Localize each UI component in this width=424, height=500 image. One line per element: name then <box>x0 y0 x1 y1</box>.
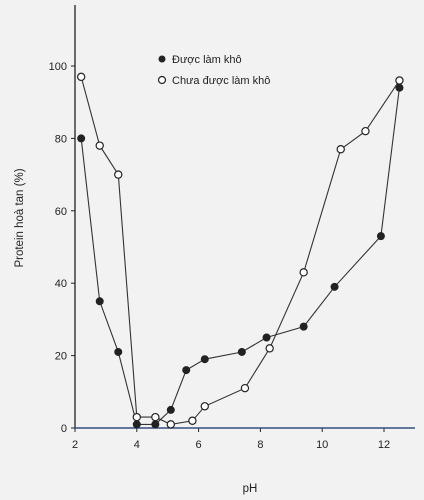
data-point-not-dried <box>132 412 141 422</box>
data-point-not-dried <box>166 420 175 429</box>
x-tick-label: 4 <box>134 439 140 451</box>
ticks: 2 4 6 8 10 12 0 20 40 60 80 100 <box>49 61 390 451</box>
data-point-not-dried <box>265 344 274 353</box>
data-point-dried <box>95 297 104 306</box>
data-point-not-dried <box>188 416 197 425</box>
data-point-not-dried <box>336 145 345 154</box>
axes <box>74 5 415 429</box>
data-point-not-dried <box>240 383 250 393</box>
data-point-dried <box>237 347 246 356</box>
data-point-dried <box>132 420 141 429</box>
data-point-dried <box>200 355 209 364</box>
data-point-not-dried <box>395 76 404 85</box>
data-point-dried <box>262 333 271 342</box>
legend-item-not-dried: Chưa được làm khô <box>157 75 270 87</box>
data-point-dried <box>299 322 308 331</box>
data-point-not-dried <box>95 141 104 150</box>
legend-marker-open <box>157 75 167 85</box>
data-point-not-dried <box>299 268 308 277</box>
y-tick-label: 20 <box>55 351 67 363</box>
data-point-not-dried <box>361 126 370 136</box>
data-point-not-dried <box>151 412 160 422</box>
y-tick-label: 60 <box>55 206 67 218</box>
x-tick-label: 12 <box>378 439 390 451</box>
data-point-dried <box>77 134 86 143</box>
legend-item-dried: Được làm khô <box>158 54 242 66</box>
x-tick-label: 2 <box>72 439 78 451</box>
data-point-not-dried <box>114 170 123 179</box>
plot-lines <box>75 76 415 429</box>
y-tick-label: 80 <box>55 133 67 145</box>
x-tick-label: 10 <box>316 439 328 451</box>
series-line-1 <box>80 76 400 425</box>
legend: Được làm khô Chưa được làm khô <box>157 54 270 87</box>
data-point-dried <box>376 232 385 241</box>
data-point-dried <box>395 83 404 92</box>
data-point-dried <box>166 405 175 414</box>
x-tick-label: 6 <box>196 439 202 451</box>
legend-label-not-dried: Chưa được làm khô <box>172 75 270 87</box>
y-tick-label: 40 <box>55 278 67 290</box>
data-point-dried <box>330 282 339 291</box>
data-point-dried <box>114 347 123 356</box>
legend-marker-filled <box>158 55 166 63</box>
series-line-0 <box>80 87 400 425</box>
data-point-not-dried <box>76 72 86 82</box>
data-point-not-dried <box>200 402 209 411</box>
y-tick-label: 0 <box>61 423 67 435</box>
x-tick-label: 8 <box>257 439 263 451</box>
legend-label-dried: Được làm khô <box>172 54 242 66</box>
y-tick-label: 100 <box>49 61 67 73</box>
data-point-dried <box>151 420 160 429</box>
data-point-dried <box>182 366 191 375</box>
x-axis-title: pH <box>243 483 258 495</box>
y-axis-title: Protein hoà tan (%) <box>14 168 26 267</box>
plot-markers <box>76 72 404 429</box>
